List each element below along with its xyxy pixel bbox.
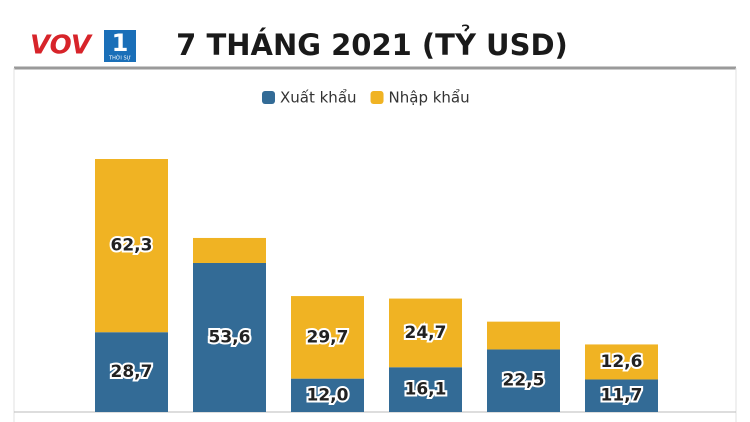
bar-segment: [95, 332, 168, 412]
bar-segment: [487, 321, 560, 350]
value-label: 28,7: [111, 362, 153, 382]
bar-segment: [291, 296, 364, 379]
value-label: 11,7: [601, 386, 643, 406]
legend-label: Xuất khẩu: [280, 89, 357, 107]
legend-swatch: [262, 91, 275, 104]
bar-segment: [585, 379, 658, 412]
value-label: 62,3: [111, 236, 153, 256]
logo-sub: THỜI SỰ: [108, 55, 131, 62]
chart-title: 7 THÁNG 2021 (TỶ USD): [176, 25, 568, 62]
bar-segment: [193, 237, 266, 263]
logo-badge-box: [104, 30, 136, 62]
bar-segment: [389, 367, 462, 412]
bar-segment: [487, 349, 560, 412]
value-label: 53,6: [209, 327, 251, 347]
logo-text: VOV: [30, 31, 93, 61]
logo-badge: 1: [112, 29, 129, 57]
legend-label: Nhập khẩu: [389, 89, 470, 107]
value-label: 12,6: [601, 352, 643, 372]
bar-segment: [585, 344, 658, 380]
value-label: 24,7: [405, 323, 447, 343]
value-label: 29,7: [307, 327, 349, 347]
bar-segment: [291, 378, 364, 412]
value-label: 22,5: [503, 371, 545, 391]
bar-segment: [95, 159, 168, 333]
legend-swatch: [370, 91, 384, 104]
value-label: 12,0: [307, 385, 349, 405]
bar-segment: [193, 262, 266, 412]
bar-segment: [389, 298, 462, 368]
value-label: 16,1: [405, 380, 447, 400]
